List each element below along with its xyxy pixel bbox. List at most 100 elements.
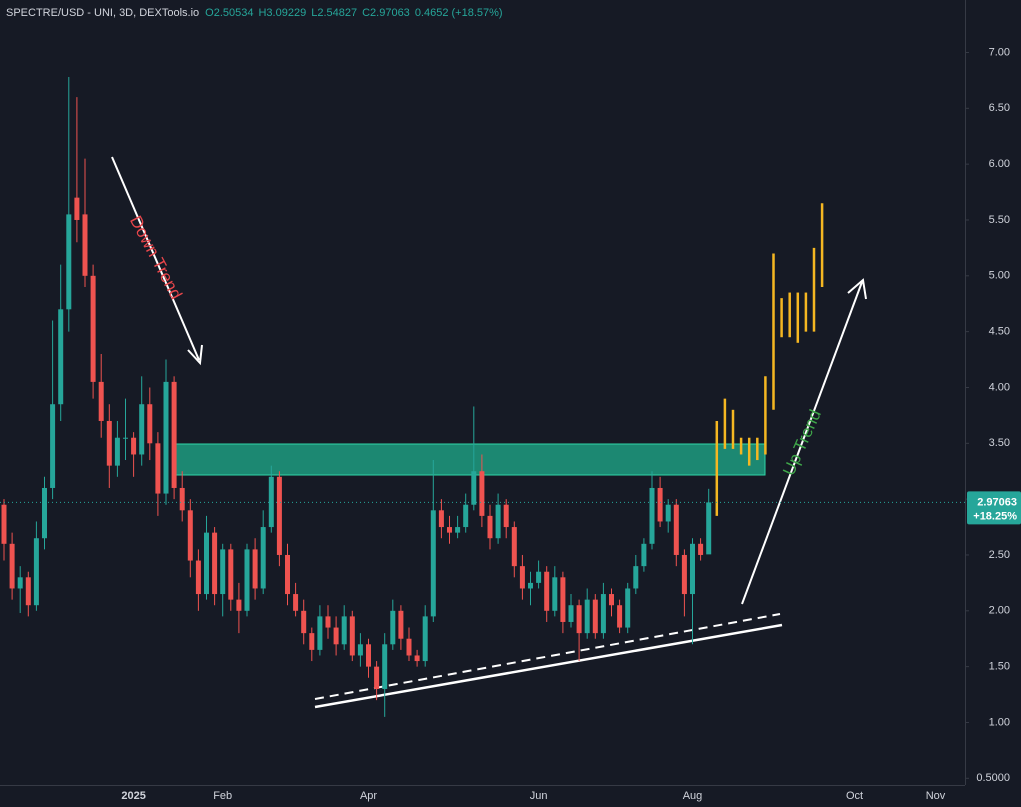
- candle-body: [706, 502, 712, 555]
- y-tick-label: 2.00: [989, 605, 1010, 617]
- y-tick-label: 0.5000: [976, 772, 1010, 784]
- candle-body: [609, 594, 614, 606]
- x-tick-label: Aug: [683, 790, 703, 802]
- candle-body: [455, 527, 461, 533]
- candle-body: [552, 577, 558, 611]
- candle-body: [147, 404, 153, 444]
- candle-body: [366, 644, 371, 667]
- candle-body: [90, 275, 96, 382]
- x-tick-label: Apr: [360, 790, 377, 802]
- resistance-zone: [172, 443, 766, 476]
- candle-body: [665, 504, 671, 522]
- candle-body: [633, 566, 639, 589]
- candle-body: [487, 515, 493, 539]
- candle-body: [349, 616, 355, 656]
- candle-body: [657, 487, 663, 522]
- candle-body: [187, 510, 193, 561]
- candle-body: [268, 476, 274, 528]
- legend-value: C2.97063: [362, 7, 410, 19]
- candle-body: [641, 543, 647, 567]
- x-tick-label: Jun: [530, 790, 548, 802]
- support-line-dashed: [314, 613, 781, 700]
- candle-body: [600, 594, 606, 634]
- candle-body: [317, 616, 323, 650]
- legend-value: L2.54827: [311, 7, 357, 19]
- candle-body: [438, 510, 444, 528]
- candle-body: [511, 527, 517, 567]
- legend-value: H3.09229: [258, 7, 306, 19]
- candle-body: [220, 549, 226, 595]
- last-change-label: +18.25%: [973, 510, 1017, 522]
- candle-body: [1, 504, 7, 544]
- candle-body: [406, 638, 412, 656]
- symbol-title: SPECTRE/USD - UNI, 3D, DEXTools.io: [6, 7, 199, 19]
- candle-body: [576, 605, 582, 634]
- candle-body: [98, 381, 104, 421]
- y-tick-label: 6.00: [989, 158, 1010, 170]
- candle-body: [698, 543, 704, 555]
- up-arrow-head: [847, 278, 867, 300]
- candle-body: [544, 571, 550, 611]
- candle-body: [422, 616, 428, 662]
- candle-body: [66, 214, 72, 310]
- y-tick-label: 5.50: [989, 214, 1010, 226]
- candle-body: [382, 644, 388, 689]
- candle-body: [690, 543, 695, 595]
- last-price-label: 2.97063: [977, 496, 1017, 508]
- candle-body: [33, 538, 39, 606]
- candle-body: [260, 527, 266, 589]
- candle-body: [519, 566, 525, 589]
- legend-value: O2.50534: [205, 7, 253, 19]
- candle-body: [74, 197, 80, 220]
- y-tick-label: 1.00: [989, 716, 1010, 728]
- candle-body: [301, 610, 307, 634]
- candle-body: [528, 582, 533, 589]
- candle-body: [681, 554, 687, 595]
- candle-body: [155, 443, 161, 494]
- up-arrow: [741, 281, 863, 605]
- last-price-box: [967, 491, 1021, 525]
- candle-body: [568, 605, 574, 622]
- candle-body: [649, 487, 655, 544]
- candle-body: [204, 532, 209, 595]
- candle-body: [179, 487, 185, 511]
- candle-body: [114, 437, 120, 466]
- y-tick-label: 7.00: [989, 46, 1010, 58]
- candle-body: [228, 549, 234, 600]
- candle-body: [536, 571, 542, 583]
- candle-body: [390, 610, 396, 645]
- candle-body: [309, 633, 315, 650]
- y-tick-label: 5.00: [989, 270, 1010, 282]
- candle-body: [333, 627, 339, 645]
- candle-body: [9, 543, 15, 589]
- y-tick-label: 3.50: [989, 437, 1010, 449]
- plot: [0, 77, 965, 717]
- x-tick-label: Feb: [213, 790, 232, 802]
- candle-body: [325, 616, 331, 628]
- down-arrow-head: [187, 344, 203, 366]
- candle-body: [374, 666, 380, 689]
- y-tick-label: 4.50: [989, 326, 1010, 338]
- y-tick-label: 4.00: [989, 381, 1010, 393]
- candle-body: [430, 510, 436, 617]
- candle-body: [42, 487, 47, 539]
- candle-body: [50, 404, 56, 488]
- candle-body: [495, 504, 501, 539]
- candle-body: [673, 504, 679, 555]
- candle-body: [447, 527, 452, 533]
- candle-body: [236, 599, 242, 611]
- candle-body: [212, 532, 218, 595]
- x-tick-label: 2025: [121, 790, 145, 802]
- candle-body: [625, 588, 631, 628]
- candle-body: [414, 655, 420, 662]
- y-tick-label: 6.50: [989, 102, 1010, 114]
- candle-body: [398, 610, 404, 639]
- candle-body: [123, 437, 128, 439]
- candle-body: [58, 309, 64, 405]
- candle-body: [463, 504, 469, 528]
- header: SPECTRE/USD - UNI, 3D, DEXTools.io O2.505…: [6, 7, 503, 19]
- candle-body: [244, 549, 250, 611]
